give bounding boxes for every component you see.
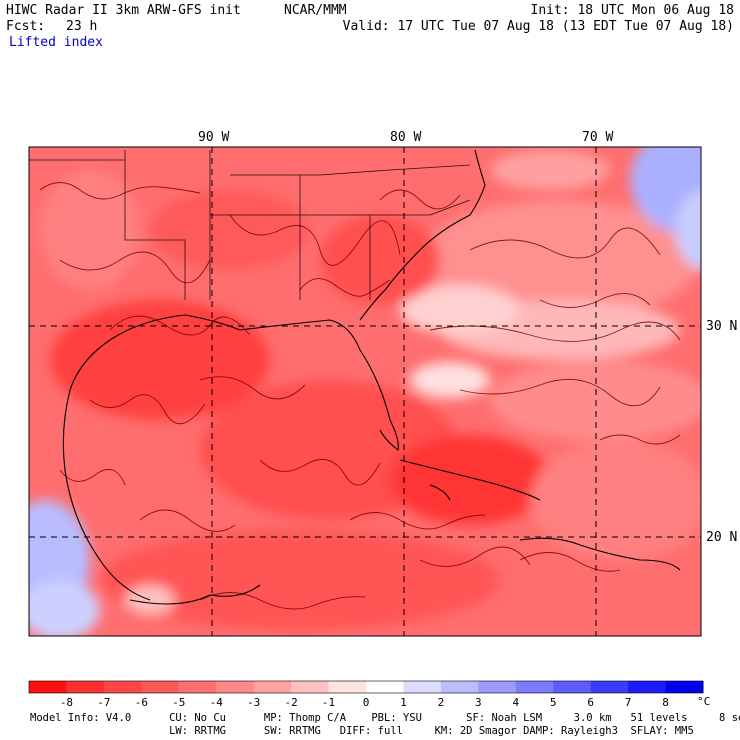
- model-info-line2: LW: RRTMG SW: RRTMG DIFF: full KM: 2D Sm…: [30, 725, 694, 737]
- colorbar-swatch: [628, 681, 667, 693]
- lon-label-70w: 70 W: [582, 130, 614, 145]
- map-field: [29, 147, 701, 636]
- map-frame: [28, 146, 702, 637]
- lat-label-30n: 30 N: [706, 319, 738, 334]
- colorbar-swatch: [553, 681, 592, 693]
- lat-label-20n: 20 N: [706, 530, 738, 545]
- colorbar-swatch: [178, 681, 217, 693]
- org-label: NCAR/MMM: [284, 3, 347, 18]
- colorbar-swatch: [291, 681, 330, 693]
- colorbar-tick-label: 5: [549, 696, 557, 709]
- colorbar-tick-label: -2: [284, 696, 298, 709]
- colorbar-tick-label: -1: [321, 696, 336, 709]
- colorbar-tick-label: 2: [437, 696, 445, 709]
- colorbar-swatch: [515, 681, 554, 693]
- colorbar-swatch: [478, 681, 517, 693]
- colorbar-tick-label: 1: [400, 696, 407, 709]
- colorbar-tick-label: -8: [59, 696, 74, 709]
- colorbar-swatch: [328, 681, 367, 693]
- valid-time: Valid: 17 UTC Tue 07 Aug 18 (13 EDT Tue …: [342, 19, 734, 34]
- colorbar-swatch: [141, 681, 180, 693]
- colorbar-tick-label: -5: [172, 696, 186, 709]
- colorbar-swatch: [253, 681, 292, 693]
- forecast-label: Fcst:: [6, 19, 46, 34]
- model-info-line1: Model Info: V4.0 CU: No Cu MP: Thomp C/A…: [30, 712, 740, 724]
- colorbar-swatch: [103, 681, 142, 693]
- colorbar-swatch: [216, 681, 255, 693]
- colorbar-frame: [28, 680, 704, 694]
- colorbar-swatch: [665, 681, 704, 693]
- colorbar-tick-label: -6: [134, 696, 148, 709]
- colorbar-tick-label: 7: [624, 696, 632, 709]
- colorbar-swatch: [66, 681, 105, 693]
- colorbar-tick-label: -3: [247, 696, 261, 709]
- colorbar-tick-label: 0: [362, 696, 370, 709]
- colorbar-tick-label: -4: [209, 696, 223, 709]
- colorbar-swatch: [366, 681, 404, 693]
- field-name: Lifted index: [9, 35, 103, 50]
- colorbar-tick-label: -7: [97, 696, 111, 709]
- lon-label-90w: 90 W: [198, 130, 230, 145]
- colorbar-tick-label: 4: [512, 696, 520, 709]
- model-title: HIWC Radar II 3km ARW-GFS init: [6, 3, 241, 18]
- colorbar-swatch: [29, 681, 67, 693]
- colorbar-tick-label: 6: [587, 696, 594, 709]
- colorbar-swatch: [590, 681, 629, 693]
- colorbar-tick-label: 8: [662, 696, 669, 709]
- colorbar: [28, 680, 704, 694]
- colorbar-unit: °C: [697, 695, 711, 708]
- lon-label-80w: 80 W: [390, 130, 422, 145]
- colorbar-swatch: [440, 681, 479, 693]
- init-time: Init: 18 UTC Mon 06 Aug 18: [530, 3, 735, 18]
- colorbar-swatch: [403, 681, 442, 693]
- colorbar-tick-label: 3: [475, 696, 482, 709]
- forecast-hour: 23 h: [66, 19, 98, 34]
